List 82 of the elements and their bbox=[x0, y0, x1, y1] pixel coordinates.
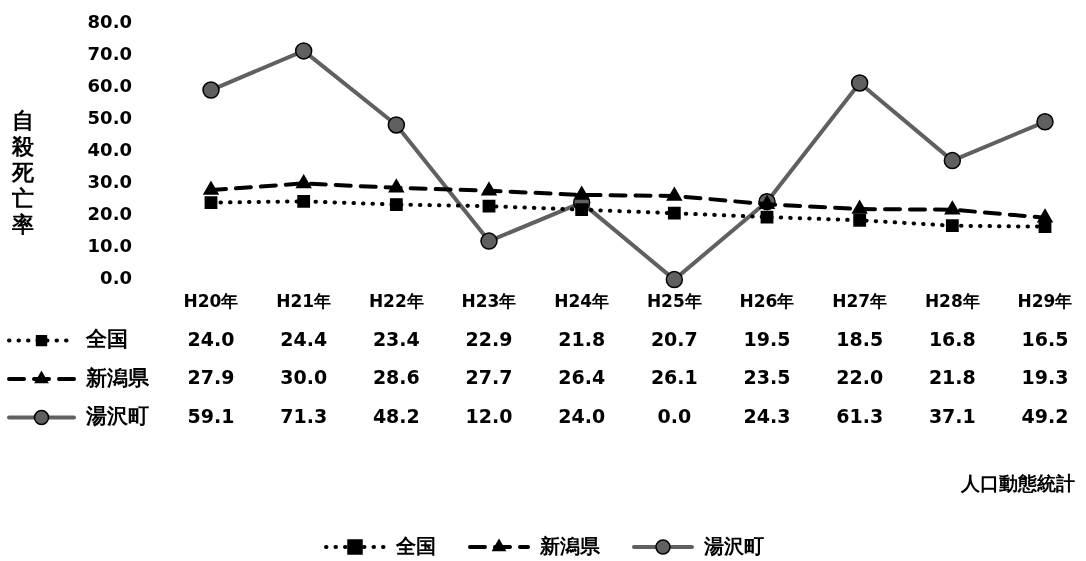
data-label: 21.8 bbox=[558, 327, 606, 350]
data-label: 16.8 bbox=[928, 327, 976, 350]
data-label: 20.7 bbox=[650, 327, 698, 350]
data-label: 19.3 bbox=[1021, 366, 1069, 389]
y-tick-label: 40.0 bbox=[87, 138, 132, 160]
y-tick-label: 50.0 bbox=[87, 106, 132, 128]
data-label: 16.5 bbox=[1021, 327, 1069, 350]
point bbox=[387, 116, 406, 134]
text: 全国 bbox=[396, 534, 436, 558]
legend-label: 全国 bbox=[85, 327, 128, 352]
x-tick-label: H21年 bbox=[276, 291, 332, 312]
point bbox=[851, 200, 868, 214]
point bbox=[481, 182, 497, 196]
y-tick-label: 30.0 bbox=[87, 171, 132, 193]
point bbox=[666, 187, 683, 201]
data-label: 26.1 bbox=[650, 366, 698, 389]
x-tick-label: H29年 bbox=[1017, 291, 1073, 312]
y-tick-label: 80.0 bbox=[87, 10, 132, 32]
data-label: 27.7 bbox=[465, 366, 513, 389]
data-label: 24.0 bbox=[558, 404, 606, 427]
legend-label: 新潟県 bbox=[85, 365, 150, 390]
x-tick-label: H24年 bbox=[554, 291, 610, 312]
y-axis-title: 自殺死亡率 bbox=[10, 108, 35, 238]
legend-label: 湯沢町 bbox=[85, 404, 149, 429]
data-label: 22.9 bbox=[465, 327, 513, 350]
point bbox=[853, 213, 867, 227]
point bbox=[575, 203, 589, 217]
data-label: 27.9 bbox=[187, 366, 235, 389]
data-label: 23.5 bbox=[743, 366, 791, 389]
point bbox=[297, 194, 311, 208]
point bbox=[573, 186, 590, 200]
x-tick-label: H23年 bbox=[461, 291, 517, 312]
data-label: 30.0 bbox=[280, 366, 328, 389]
y-tick-label: 70.0 bbox=[87, 42, 132, 64]
data-label: 24.3 bbox=[743, 404, 791, 427]
text: 新潟県 bbox=[540, 534, 600, 558]
data-label: 12.0 bbox=[465, 404, 513, 427]
data-label: 19.5 bbox=[743, 327, 791, 350]
data-label: 37.1 bbox=[928, 404, 976, 427]
data-label: 71.3 bbox=[280, 404, 328, 427]
text: 湯沢町 bbox=[704, 534, 764, 558]
data-label: 21.8 bbox=[928, 366, 976, 389]
y-tick-label: 10.0 bbox=[87, 235, 132, 257]
x-tick-label: H27年 bbox=[832, 291, 888, 312]
data-label: 24.0 bbox=[187, 327, 235, 350]
data-label: 61.3 bbox=[836, 404, 884, 427]
point bbox=[850, 74, 869, 92]
x-tick-label: H22年 bbox=[368, 291, 424, 312]
point bbox=[202, 81, 220, 99]
data-label: 22.0 bbox=[836, 366, 884, 389]
x-tick-label: H26年 bbox=[739, 291, 795, 312]
data-label: 18.5 bbox=[836, 327, 884, 350]
point bbox=[480, 232, 498, 250]
data-label: 24.4 bbox=[280, 327, 328, 350]
point bbox=[294, 42, 313, 60]
point bbox=[482, 199, 496, 213]
point bbox=[1038, 220, 1052, 234]
point bbox=[203, 181, 219, 195]
x-tick-label: H25年 bbox=[646, 291, 702, 312]
data-label: 28.6 bbox=[372, 366, 420, 389]
data-label: 23.4 bbox=[372, 327, 420, 350]
point bbox=[388, 179, 405, 193]
point bbox=[667, 206, 681, 220]
point bbox=[943, 151, 962, 170]
x-tick-label: H28年 bbox=[924, 291, 980, 312]
text: 人口動態統計 bbox=[960, 471, 1075, 494]
data-label: 0.0 bbox=[657, 404, 692, 427]
point bbox=[1036, 113, 1054, 131]
point bbox=[945, 219, 959, 233]
x-tick-label: H20年 bbox=[183, 291, 239, 312]
point bbox=[665, 270, 684, 289]
y-tick-label: 60.0 bbox=[87, 74, 132, 96]
data-label: 26.4 bbox=[558, 366, 606, 389]
y-tick-label: 20.0 bbox=[87, 203, 132, 225]
point bbox=[944, 200, 961, 215]
point bbox=[295, 174, 312, 189]
data-label: 48.2 bbox=[372, 404, 420, 427]
data-label: 49.2 bbox=[1021, 404, 1069, 427]
y-tick-label: 0.0 bbox=[100, 267, 132, 289]
point bbox=[389, 198, 403, 211]
data-label: 59.1 bbox=[187, 404, 235, 427]
point bbox=[204, 196, 218, 210]
